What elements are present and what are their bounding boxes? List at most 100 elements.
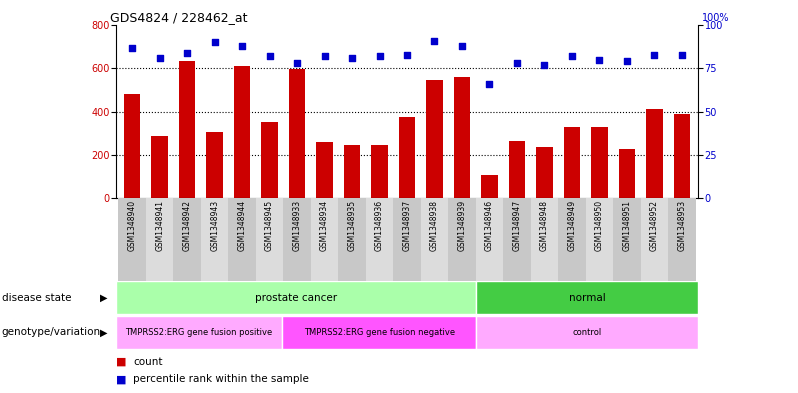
Bar: [207, 132, 223, 198]
Point: [483, 81, 496, 87]
Point: [373, 53, 386, 59]
Bar: [558, 198, 586, 281]
Bar: [476, 198, 504, 281]
Bar: [536, 147, 552, 198]
Bar: [179, 61, 196, 198]
Bar: [201, 198, 228, 281]
Text: GSM1348937: GSM1348937: [402, 200, 412, 251]
Text: GSM1348944: GSM1348944: [238, 200, 247, 251]
Point: [235, 43, 248, 49]
Point: [318, 53, 331, 59]
Bar: [668, 198, 696, 281]
Bar: [393, 198, 421, 281]
Text: GSM1348942: GSM1348942: [183, 200, 192, 251]
Text: GSM1348940: GSM1348940: [128, 200, 136, 251]
Bar: [228, 198, 256, 281]
Bar: [234, 66, 251, 198]
Text: genotype/variation: genotype/variation: [2, 327, 101, 338]
Bar: [118, 198, 146, 281]
Text: GSM1348950: GSM1348950: [595, 200, 604, 251]
Text: ■: ■: [116, 374, 126, 384]
Bar: [283, 198, 310, 281]
Text: GDS4824 / 228462_at: GDS4824 / 228462_at: [110, 11, 247, 24]
Bar: [674, 114, 690, 198]
Bar: [256, 198, 283, 281]
Bar: [563, 127, 580, 198]
Point: [290, 60, 303, 66]
Point: [181, 50, 194, 56]
Point: [208, 39, 221, 46]
Bar: [618, 149, 635, 198]
Point: [593, 57, 606, 63]
Bar: [116, 281, 476, 314]
Bar: [476, 316, 698, 349]
Point: [346, 55, 358, 61]
Text: GSM1348951: GSM1348951: [622, 200, 631, 251]
Text: control: control: [573, 328, 602, 337]
Bar: [646, 110, 662, 198]
Text: ■: ■: [116, 356, 126, 367]
Point: [620, 58, 633, 64]
Text: normal: normal: [569, 293, 606, 303]
Point: [263, 53, 276, 59]
Text: ▶: ▶: [101, 293, 108, 303]
Text: GSM1348935: GSM1348935: [347, 200, 357, 251]
Bar: [310, 198, 338, 281]
Bar: [399, 117, 415, 198]
Text: 100%: 100%: [702, 13, 729, 23]
Bar: [282, 316, 476, 349]
Text: disease state: disease state: [2, 293, 71, 303]
Point: [511, 60, 523, 66]
Bar: [531, 198, 558, 281]
Text: GSM1348945: GSM1348945: [265, 200, 274, 251]
Bar: [481, 175, 498, 198]
Bar: [426, 80, 443, 198]
Bar: [152, 136, 168, 198]
Bar: [173, 198, 201, 281]
Point: [153, 55, 166, 61]
Text: GSM1348952: GSM1348952: [650, 200, 659, 251]
Point: [126, 44, 139, 51]
Text: GSM1348934: GSM1348934: [320, 200, 329, 251]
Bar: [454, 77, 470, 198]
Text: GSM1348941: GSM1348941: [155, 200, 164, 251]
Bar: [586, 198, 613, 281]
Bar: [641, 198, 668, 281]
Point: [566, 53, 579, 59]
Text: TMPRSS2:ERG gene fusion negative: TMPRSS2:ERG gene fusion negative: [304, 328, 455, 337]
Bar: [124, 94, 140, 198]
Bar: [261, 122, 278, 198]
Point: [538, 62, 551, 68]
Bar: [613, 198, 641, 281]
Text: GSM1348939: GSM1348939: [457, 200, 467, 251]
Text: GSM1348943: GSM1348943: [210, 200, 219, 251]
Point: [675, 51, 688, 58]
Bar: [146, 198, 173, 281]
Bar: [508, 141, 525, 198]
Text: count: count: [133, 356, 163, 367]
Text: percentile rank within the sample: percentile rank within the sample: [133, 374, 309, 384]
Text: GSM1348949: GSM1348949: [567, 200, 576, 251]
Bar: [316, 142, 333, 198]
Text: GSM1348938: GSM1348938: [430, 200, 439, 251]
Bar: [448, 198, 476, 281]
Text: prostate cancer: prostate cancer: [255, 293, 337, 303]
Bar: [289, 70, 306, 198]
Text: GSM1348936: GSM1348936: [375, 200, 384, 251]
Bar: [504, 198, 531, 281]
Text: GSM1348953: GSM1348953: [678, 200, 686, 251]
Bar: [344, 145, 360, 198]
Point: [648, 51, 661, 58]
Text: GSM1348946: GSM1348946: [485, 200, 494, 251]
Point: [428, 38, 440, 44]
Point: [401, 51, 413, 58]
Bar: [371, 145, 388, 198]
Text: GSM1348933: GSM1348933: [293, 200, 302, 251]
Text: GSM1348948: GSM1348948: [540, 200, 549, 251]
Text: TMPRSS2:ERG gene fusion positive: TMPRSS2:ERG gene fusion positive: [125, 328, 273, 337]
Bar: [476, 281, 698, 314]
Text: GSM1348947: GSM1348947: [512, 200, 521, 251]
Bar: [421, 198, 448, 281]
Bar: [116, 316, 282, 349]
Text: ▶: ▶: [101, 327, 108, 338]
